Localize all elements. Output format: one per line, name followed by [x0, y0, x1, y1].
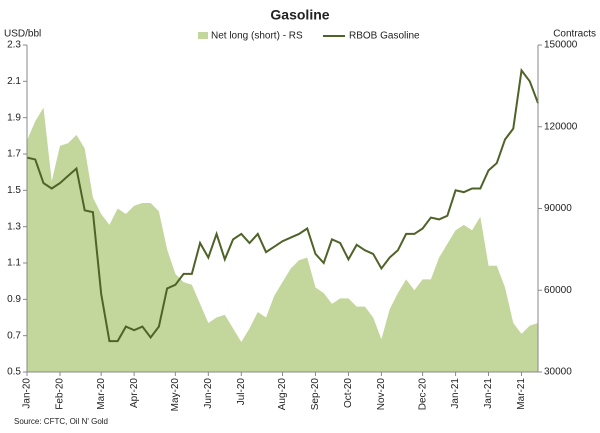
x-tick-label: Jan-20 [22, 378, 33, 409]
source-note: Source: CFTC, Oil N' Gold [14, 417, 108, 426]
line [26, 67, 539, 343]
y2-axis-label: Contracts [553, 29, 596, 40]
legend-label: RBOB Gasoline [349, 31, 420, 42]
legend-swatch [198, 32, 208, 39]
y-tick-label: 1.7 [7, 149, 21, 160]
x-tick-label: Oct-20 [343, 378, 354, 408]
y2-tick-label: 90000 [544, 203, 572, 214]
y-tick-label: 1.1 [7, 258, 21, 269]
x-tick-label: Dec-20 [417, 378, 428, 411]
x-tick-label: Feb-20 [55, 378, 66, 410]
y-tick-label: 2.3 [7, 40, 21, 51]
y-tick-label: 0.9 [7, 294, 21, 305]
x-tick-label: Sep-20 [310, 378, 321, 411]
x-tick-label: May-20 [170, 378, 181, 412]
y-axis-label: USD/bbl [4, 29, 41, 40]
x-tick-label: Aug-20 [277, 378, 288, 411]
chart-title: Gasoline [270, 7, 329, 23]
x-tick-label: Jul-20 [236, 378, 247, 406]
y-tick-label: 2.1 [7, 76, 21, 87]
y-tick-label: 1.5 [7, 185, 21, 196]
x-tick-label: Apr-20 [129, 378, 140, 408]
y2-tick-label: 30000 [544, 367, 572, 378]
x-tick-label: Mar-21 [516, 378, 527, 410]
y2-tick-label: 120000 [544, 121, 578, 132]
x-tick-label: Jan-21 [450, 378, 461, 409]
legend-label: Net long (short) - RS [211, 31, 303, 42]
x-tick-label: Jun-20 [203, 378, 214, 409]
y-tick-label: 0.5 [7, 367, 21, 378]
x-tick-label: Jan-21 [483, 378, 494, 409]
y2-tick-label: 150000 [544, 40, 578, 51]
x-tick-label: Nov-20 [376, 378, 387, 411]
area [27, 107, 538, 373]
y2-tick-label: 60000 [544, 285, 572, 296]
y-tick-label: 0.7 [7, 330, 21, 341]
x-tick-label: Mar-20 [96, 378, 107, 410]
y-tick-label: 1.9 [7, 112, 21, 123]
y-tick-label: 1.3 [7, 221, 21, 232]
